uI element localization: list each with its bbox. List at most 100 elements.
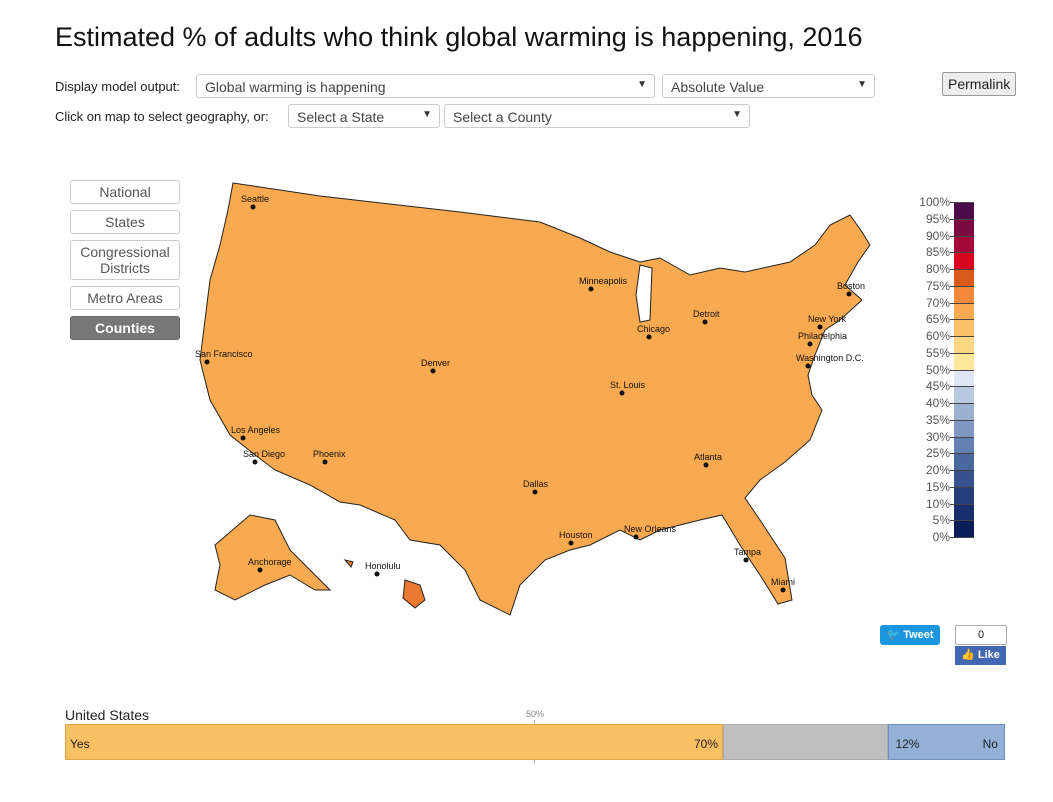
- like-count: 0: [955, 625, 1007, 645]
- nav-metro-areas[interactable]: Metro Areas: [70, 286, 180, 310]
- city-label: Philadelphia: [798, 331, 847, 341]
- city-marker: [817, 324, 823, 330]
- city-marker: [846, 291, 852, 297]
- legend-swatch: [954, 520, 974, 537]
- city-marker: [743, 557, 749, 563]
- legend-tick-line: [950, 218, 974, 220]
- like-label: Like: [977, 649, 1000, 661]
- legend-tick-line: [950, 520, 974, 522]
- display-model-select[interactable]: Global warming is happening ▼: [196, 74, 655, 98]
- measure-select[interactable]: Absolute Value ▼: [662, 74, 875, 98]
- nav-states[interactable]: States: [70, 210, 180, 234]
- legend-tick: 5%: [932, 513, 950, 528]
- city-label: Denver: [421, 358, 450, 368]
- city-label: Los Angeles: [231, 425, 281, 435]
- nav-congressional-districts[interactable]: Congressional Districts: [70, 240, 180, 280]
- no-label: No: [982, 737, 998, 751]
- hawaii[interactable]: [343, 559, 426, 609]
- legend-tick-line: [950, 269, 974, 270]
- city-marker: [702, 319, 708, 325]
- legend-tick: 15%: [925, 479, 950, 494]
- city-marker: [374, 571, 380, 577]
- display-label: Display model output:: [55, 79, 181, 94]
- legend-tick: 0%: [932, 530, 950, 544]
- legend-swatch: [954, 470, 974, 487]
- legend-tick: 40%: [925, 396, 950, 410]
- legend-tick-line: [950, 369, 974, 371]
- nav-national[interactable]: National: [70, 180, 180, 204]
- permalink-button[interactable]: Permalink: [942, 72, 1017, 96]
- legend-swatch: [954, 218, 974, 236]
- twitter-bird-icon: 🐦: [886, 629, 901, 641]
- legend-tick-line: [950, 336, 974, 337]
- state-placeholder: Select a State: [297, 109, 385, 125]
- legend-tick: 45%: [925, 379, 950, 394]
- legend-swatch: [954, 252, 974, 269]
- display-value: Global warming is happening: [205, 79, 386, 95]
- neutral-segment: [723, 724, 889, 760]
- city-label: Tampa: [734, 547, 761, 557]
- summary-region: United States: [65, 707, 150, 723]
- legend-swatch: [954, 419, 974, 437]
- city-label: Boston: [837, 281, 865, 291]
- city-marker: [250, 204, 256, 210]
- city-label: Phoenix: [313, 449, 346, 459]
- city-marker: [257, 567, 263, 573]
- city-label: Dallas: [523, 479, 549, 489]
- page-title: Estimated % of adults who think global w…: [55, 22, 863, 52]
- city-marker: [204, 359, 210, 365]
- city-label: Washington D.C.: [796, 353, 864, 363]
- nav-counties[interactable]: Counties: [70, 316, 180, 340]
- legend-tick-line: [950, 302, 974, 304]
- city-marker: [240, 435, 246, 441]
- legend-tick-line: [950, 202, 974, 203]
- contiguous-us[interactable]: [199, 182, 871, 616]
- legend-swatch: [954, 336, 974, 353]
- legend-swatch: [954, 503, 974, 521]
- city-label: Atlanta: [694, 452, 722, 462]
- city-label: Minneapolis: [579, 276, 628, 286]
- city-label: New Orleans: [624, 524, 677, 534]
- city-label: Anchorage: [248, 557, 292, 567]
- city-marker: [430, 368, 436, 374]
- legend-swatch: [954, 436, 974, 454]
- tweet-button[interactable]: 🐦 Tweet: [880, 625, 940, 645]
- city-label: Detroit: [693, 309, 720, 319]
- chevron-down-icon: ▼: [422, 109, 432, 120]
- city-label: Chicago: [637, 324, 670, 334]
- city-marker: [805, 363, 811, 369]
- legend-tick: 25%: [925, 446, 950, 461]
- legend-tick-line: [950, 436, 974, 438]
- legend-tick: 85%: [925, 245, 950, 260]
- no-segment: 12% No: [888, 724, 1005, 760]
- legend-tick-line: [950, 403, 974, 404]
- city-label: San Francisco: [195, 349, 253, 359]
- geo-label: Click on map to select geography, or:: [55, 109, 269, 124]
- county-select[interactable]: Select a County ▼: [444, 104, 750, 128]
- city-marker: [322, 459, 328, 465]
- legend-tick: 20%: [925, 463, 950, 477]
- legend-swatch: [954, 202, 974, 219]
- state-select[interactable]: Select a State ▼: [288, 104, 440, 128]
- legend-tick: 75%: [925, 278, 950, 293]
- county-placeholder: Select a County: [453, 109, 552, 125]
- city-label: Miami: [771, 577, 795, 587]
- legend-tick-line: [950, 386, 974, 388]
- city-label: St. Louis: [610, 380, 646, 390]
- legend-tick: 65%: [925, 312, 950, 327]
- legend-swatch: [954, 302, 974, 320]
- chevron-down-icon: ▼: [857, 79, 867, 90]
- legend-tick-line: [950, 319, 974, 321]
- city-marker: [568, 540, 574, 546]
- us-county-map[interactable]: Seattle San Francisco Los Angeles San Diego…: [0, 0, 900, 640]
- lake-michigan: [635, 264, 653, 323]
- chevron-down-icon: ▼: [732, 109, 742, 120]
- thumbs-up-icon: 👍: [961, 649, 975, 661]
- like-button[interactable]: 👍 Like: [955, 646, 1006, 665]
- city-label: Houston: [559, 530, 593, 540]
- legend-tick: 30%: [925, 429, 950, 444]
- measure-value: Absolute Value: [671, 79, 765, 95]
- legend-swatch: [954, 453, 974, 470]
- no-value: 12%: [895, 737, 920, 751]
- alaska[interactable]: [214, 514, 332, 601]
